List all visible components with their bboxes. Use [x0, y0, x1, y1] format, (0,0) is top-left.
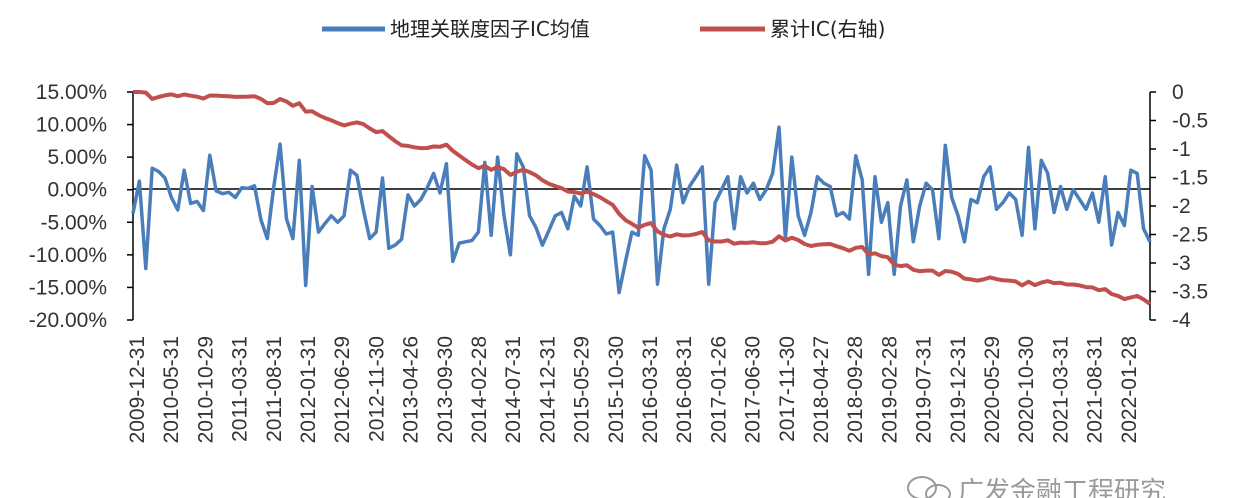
right-tick-label: -1.5 [1172, 167, 1208, 190]
right-tick-label: -2 [1172, 195, 1191, 218]
right-tick-label: -2.5 [1172, 224, 1208, 247]
left-tick-label: 10.00% [36, 114, 107, 137]
x-tick-label: 2010-05-31 [160, 336, 183, 443]
x-tick-label: 2013-04-26 [400, 336, 423, 443]
series-line-cumulative-ic [133, 90, 1152, 306]
left-tick-label: 5.00% [47, 146, 107, 169]
right-axis-ticks: 0 -0.5 -1 -1.5 -2 -2.5 -3 -3.5 -4 [1150, 81, 1208, 332]
x-tick-label: 2021-03-31 [1049, 336, 1072, 443]
x-tick-label: 2010-10-29 [194, 336, 217, 443]
x-tick-label: 2014-12-31 [536, 336, 559, 443]
x-tick-label: 2016-03-31 [639, 336, 662, 443]
watermark-text: 广发金融工程研究 [958, 477, 1166, 498]
x-tick-label: 2019-02-28 [878, 336, 901, 443]
x-tick-label: 2021-08-31 [1084, 336, 1107, 443]
x-tick-label: 2012-11-30 [365, 336, 388, 442]
left-tick-label: 15.00% [36, 81, 107, 104]
x-tick-label: 2019-07-31 [913, 336, 936, 443]
x-tick-label: 2014-02-28 [468, 336, 491, 443]
left-tick-label: -20.00% [29, 309, 107, 332]
x-tick-label: 2016-08-31 [673, 336, 696, 443]
legend: 地理关联度因子IC均值 累计IC(右轴) [322, 17, 885, 41]
left-tick-label: -10.00% [29, 244, 107, 267]
x-tick-label: 2017-11-30 [776, 336, 799, 442]
x-tick-label: 2009-12-31 [126, 336, 149, 443]
legend-label-monthly-ic: 地理关联度因子IC均值 [390, 17, 590, 41]
right-tick-label: -0.5 [1172, 110, 1208, 133]
right-tick-label: -3.5 [1172, 281, 1208, 304]
x-tick-label: 2015-05-29 [571, 336, 594, 443]
x-tick-label: 2012-06-29 [331, 336, 354, 443]
x-tick-label: 2020-05-29 [981, 336, 1004, 443]
left-tick-label: 0.00% [47, 179, 107, 202]
x-tick-label: 2017-01-26 [707, 336, 730, 443]
wechat-icon [907, 476, 951, 498]
x-tick-label: 2018-09-28 [844, 336, 867, 443]
left-tick-label: -5.00% [40, 211, 107, 234]
x-tick-label: 2018-04-27 [810, 336, 833, 443]
x-tick-label: 2015-10-30 [605, 336, 628, 443]
x-tick-label: 2011-08-31 [263, 336, 286, 442]
right-tick-label: 0 [1172, 81, 1184, 104]
series-line-monthly-ic [131, 125, 1152, 295]
left-axis-ticks: 15.00% 10.00% 5.00% 0.00% -5.00% -10.00% -15.0… [29, 81, 133, 332]
x-tick-label: 2011-03-31 [229, 336, 252, 442]
right-tick-label: -1 [1172, 138, 1191, 161]
x-tick-label: 2013-09-30 [434, 336, 457, 443]
legend-label-cumulative-ic: 累计IC(右轴) [770, 17, 885, 41]
right-tick-label: -3 [1172, 252, 1191, 275]
x-tick-label: 2022-01-28 [1118, 336, 1141, 443]
x-tick-label: 2019-12-31 [947, 336, 970, 443]
x-axis-ticks: 2009-12-31 2010-05-31 2010-10-29 2011-03-31… [126, 336, 1141, 443]
right-tick-label: -4 [1172, 309, 1191, 332]
x-tick-label: 2014-07-31 [502, 336, 525, 443]
left-tick-label: -15.00% [29, 276, 107, 299]
x-tick-label: 2017-06-30 [742, 336, 765, 443]
watermark: 广发金融工程研究 [907, 476, 1166, 498]
x-tick-label: 2020-10-30 [1015, 336, 1038, 443]
x-tick-label: 2012-01-31 [297, 336, 320, 443]
